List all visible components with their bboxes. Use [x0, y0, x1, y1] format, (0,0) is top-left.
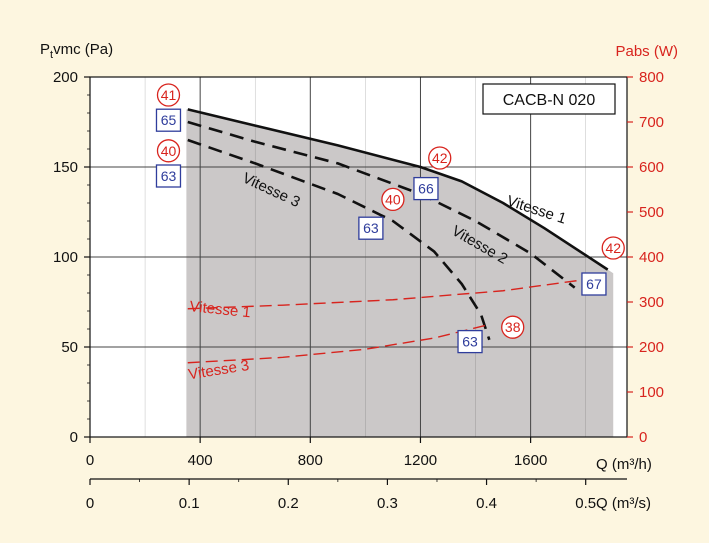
y-right-axis-title: Pabs (W)	[615, 43, 678, 60]
power-badge	[381, 187, 405, 212]
x2-tick-label: 0.1	[179, 495, 200, 512]
y-right-tick-label: 600	[639, 159, 664, 176]
sound-badge-label: 63	[363, 220, 379, 236]
y-right-tick-label: 200	[639, 339, 664, 356]
power-badge	[156, 139, 181, 163]
x-tick-label: 400	[188, 452, 213, 469]
sound-badge	[457, 329, 483, 354]
x2-tick-label: 0	[86, 495, 94, 512]
sound-badge	[155, 164, 182, 188]
model-label-box	[482, 83, 616, 115]
y-right-tick-label: 500	[639, 204, 664, 221]
y-left-axis-title: Ptvmc (Pa)	[40, 41, 113, 61]
series-label: Vitesse 1	[189, 298, 252, 321]
power-curves	[187, 278, 586, 364]
power-badge	[428, 146, 452, 170]
y-left-tick-label: 0	[70, 429, 78, 446]
y-left-tick-label: 150	[53, 159, 78, 176]
power-badge-label: 41	[161, 87, 177, 103]
power-badge	[501, 315, 525, 339]
operating-area	[186, 109, 614, 438]
sound-badge	[413, 176, 439, 201]
y-right-tick-label: 400	[639, 249, 664, 266]
power-badge	[601, 236, 625, 260]
x-tick-label: 1200	[404, 452, 437, 469]
power-badge-label: 42	[432, 150, 448, 166]
y-right-tick-label: 300	[639, 294, 664, 311]
pressure-curve-3	[187, 138, 491, 341]
sound-badge-label: 67	[586, 276, 602, 292]
y-right-tick-label: 100	[639, 384, 664, 401]
sound-badge	[155, 108, 182, 132]
x2-tick-label: 0.5	[575, 495, 596, 512]
power-badge-label: 38	[505, 319, 521, 335]
y-right-tick-label: 0	[639, 429, 647, 446]
y-right-tick-label: 700	[639, 114, 664, 131]
x-tick-label: 0	[86, 452, 94, 469]
x-tick-label: 800	[298, 452, 323, 469]
y-left-tick-label: 200	[53, 69, 78, 86]
x2-tick-label: 0.3	[377, 495, 398, 512]
operating-range-area	[186, 109, 614, 438]
power-badge-label: 40	[161, 143, 177, 159]
point-badges: 41 40 42 40 42 38 65 63 66 63 67 63	[155, 83, 625, 354]
sound-badge-label: 63	[462, 334, 478, 350]
power-badge-label: 42	[605, 240, 621, 256]
model-label: CACB-N 020	[503, 92, 596, 109]
power-badge-label: 40	[385, 191, 401, 207]
sound-badge	[581, 272, 607, 296]
pressure-curve-1	[187, 108, 609, 271]
y-right-tick-label: 800	[639, 69, 664, 86]
sound-badge-label: 66	[418, 181, 434, 197]
y-left-tick-label: 50	[61, 339, 78, 356]
grid-lines	[90, 77, 627, 437]
sound-badge-label: 65	[161, 112, 177, 128]
power-curve-1	[187, 278, 586, 310]
x2-tick-label: 0.4	[476, 495, 497, 512]
sound-badge-label: 63	[161, 168, 177, 184]
y-left-tick-label: 100	[53, 249, 78, 266]
x-axis-title-bottom: Q (m³/s)	[596, 495, 651, 512]
x-tick-label: 1600	[514, 452, 547, 469]
x-axis-title-top: Q (m³/h)	[596, 456, 652, 473]
power-curve-2	[187, 323, 490, 364]
sound-badge	[358, 216, 384, 240]
x2-tick-label: 0.2	[278, 495, 299, 512]
power-badge	[156, 83, 181, 107]
